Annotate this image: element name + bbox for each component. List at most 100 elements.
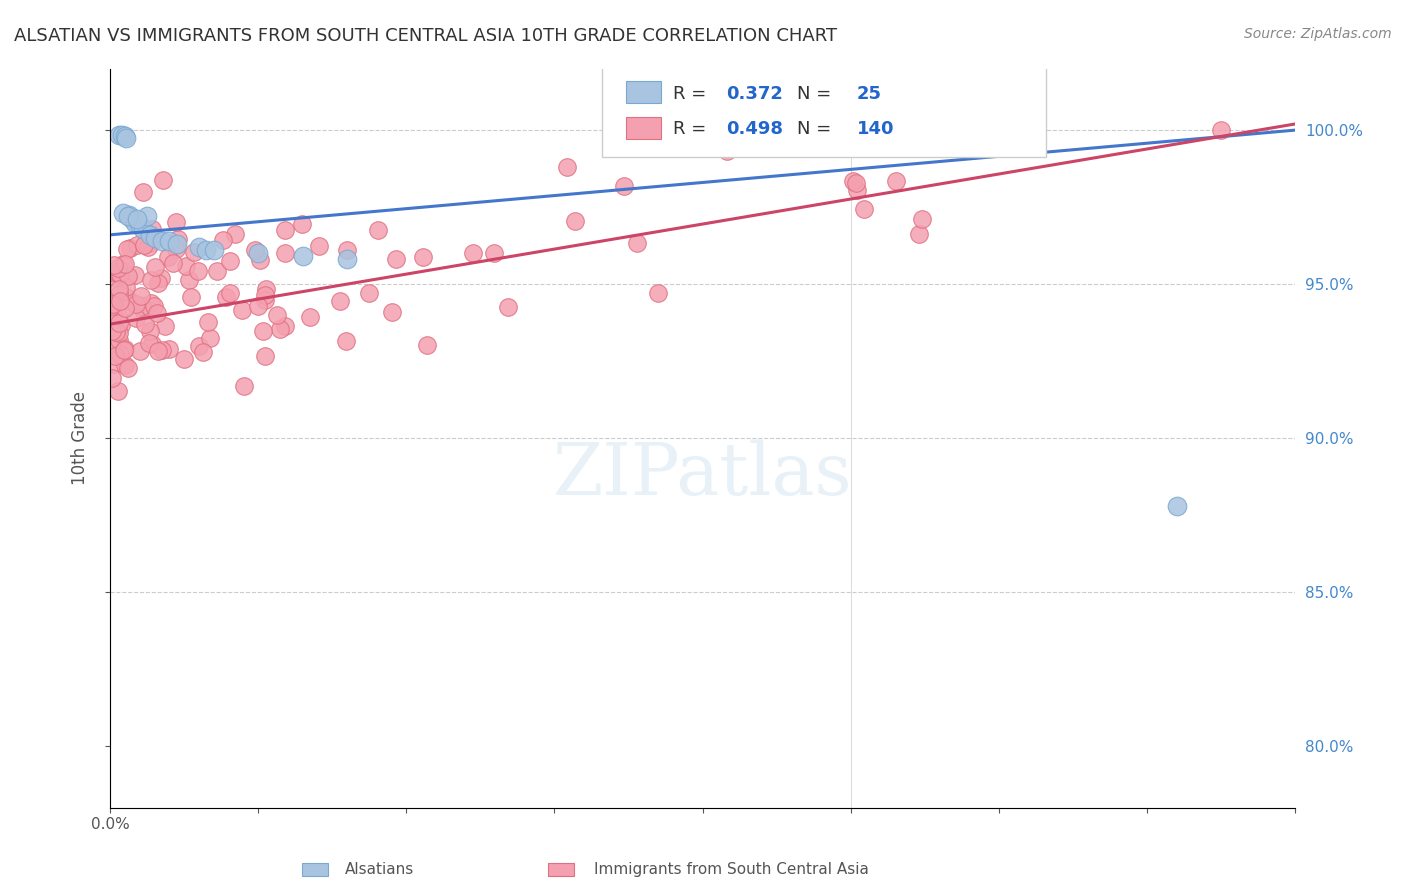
Text: Alsatians: Alsatians [344,863,415,877]
Point [114,343,136,357]
Point [188,339,211,353]
Text: N =: N = [797,120,838,138]
Point [157,250,180,264]
Point [845,183,868,197]
Point [120,294,142,309]
Point [162,255,184,269]
Point [212,233,235,247]
Point [274,246,297,260]
Point [245,243,267,257]
Point [249,252,271,267]
Point [254,349,277,363]
Point [129,289,152,303]
Point [115,289,138,303]
Text: 140: 140 [856,120,894,138]
Point [253,293,276,308]
Point [274,318,297,333]
Point [893,130,915,145]
Point [107,261,129,276]
Point [884,173,907,187]
Point [128,219,150,233]
Point [188,240,211,254]
Point [125,311,148,326]
Point [105,271,128,285]
Point [150,343,173,358]
Text: 25: 25 [856,85,882,103]
Point [254,288,277,302]
Point [153,318,176,333]
Text: R =: R = [673,85,711,103]
Point [139,236,162,251]
Text: Source: ZipAtlas.com: Source: ZipAtlas.com [1244,27,1392,41]
Point [180,290,202,304]
Point [124,268,146,283]
Point [336,252,359,267]
Point [1209,123,1232,137]
Text: 0.498: 0.498 [727,120,783,138]
Point [101,300,124,314]
Point [139,227,162,242]
Point [129,343,152,358]
Point [291,249,314,263]
Point [112,343,135,357]
Point [232,379,254,393]
Point [108,333,131,347]
Point [131,299,153,313]
Point [107,384,129,398]
Point [104,325,127,339]
Point [141,336,163,351]
Point [127,238,149,252]
Point [143,260,166,275]
Point [108,294,131,309]
Point [291,218,314,232]
Point [335,334,357,348]
Text: 0.372: 0.372 [727,85,783,103]
Point [117,361,139,376]
Point [111,128,134,142]
Point [117,269,139,284]
Point [167,232,190,246]
Point [138,336,160,351]
Point [247,246,270,260]
Point [845,176,868,190]
Point [112,206,135,220]
Point [202,244,225,258]
Point [716,144,738,158]
Point [1166,499,1188,513]
Point [115,242,138,256]
Point [336,243,359,257]
Text: R =: R = [673,120,711,138]
Point [139,296,162,310]
Point [115,131,138,145]
Point [110,318,132,332]
Point [148,276,170,290]
Point [367,223,389,237]
Point [118,208,141,222]
Point [141,222,163,236]
Point [224,227,246,241]
Point [266,308,288,322]
Text: Immigrants from South Central Asia: Immigrants from South Central Asia [593,863,869,877]
Point [145,306,167,320]
Point [174,260,197,274]
Point [626,235,648,250]
Point [166,237,188,252]
Point [146,344,169,359]
Point [104,350,127,364]
Point [357,285,380,300]
Point [134,317,156,331]
Point [157,234,180,248]
Point [842,173,865,187]
Point [150,234,173,248]
Point [114,359,136,373]
Text: ALSATIAN VS IMMIGRANTS FROM SOUTH CENTRAL ASIA 10TH GRADE CORRELATION CHART: ALSATIAN VS IMMIGRANTS FROM SOUTH CENTRA… [14,27,837,45]
Point [613,179,636,194]
Point [219,285,242,300]
Point [564,214,586,228]
Point [108,281,131,295]
Point [935,108,957,122]
Point [143,231,166,245]
Point [195,244,218,258]
Point [219,253,242,268]
Point [114,257,136,271]
